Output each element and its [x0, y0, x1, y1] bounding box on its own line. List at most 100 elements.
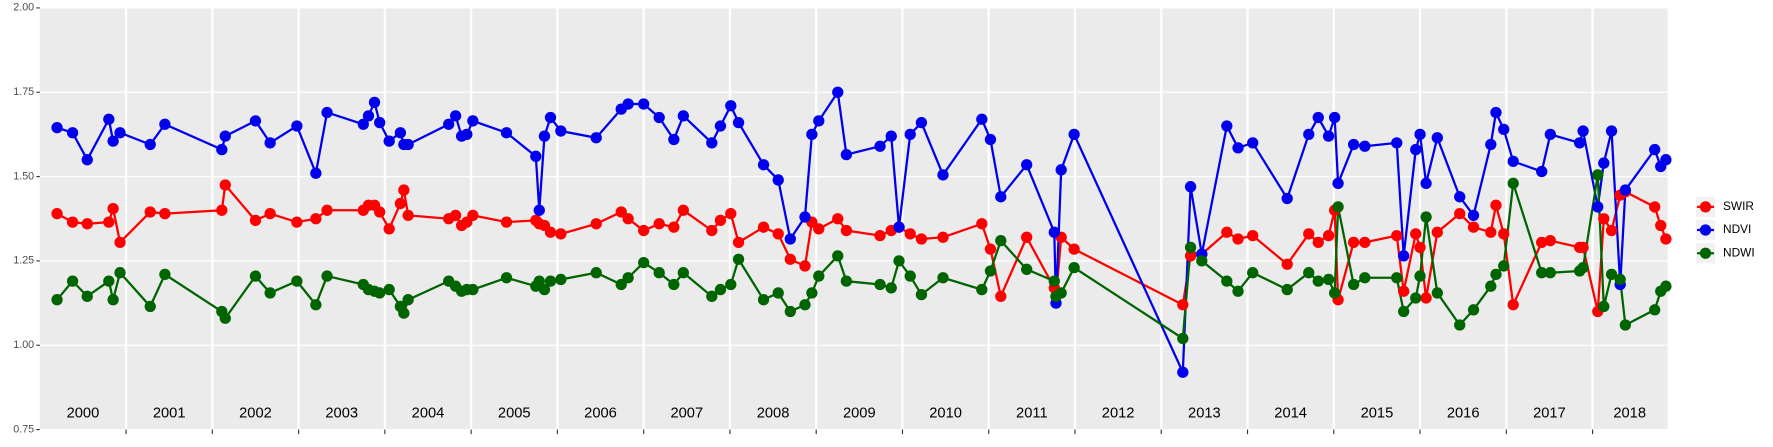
- data-point: [249, 214, 262, 227]
- legend-label: NDVI: [1723, 222, 1751, 236]
- data-point: [383, 283, 395, 296]
- data-point: [1544, 267, 1556, 279]
- data-point: [530, 150, 542, 162]
- data-point: [725, 100, 737, 112]
- data-point: [772, 287, 784, 299]
- data-point: [1177, 299, 1189, 311]
- data-point: [1605, 268, 1618, 281]
- data-point: [706, 290, 718, 302]
- data-point: [590, 267, 602, 279]
- data-point: [840, 148, 853, 161]
- data-point: [1420, 177, 1432, 189]
- data-point: [1410, 292, 1422, 304]
- data-point: [1414, 270, 1426, 282]
- data-point: [394, 127, 407, 139]
- data-point: [1592, 169, 1604, 181]
- data-point: [449, 209, 462, 222]
- data-point: [1303, 128, 1315, 141]
- data-point: [1021, 231, 1033, 243]
- data-point: [622, 98, 634, 110]
- data-point: [832, 86, 844, 98]
- data-point: [1247, 267, 1259, 279]
- data-point: [321, 270, 333, 282]
- data-point: [310, 167, 322, 179]
- data-point: [638, 224, 650, 237]
- data-point: [885, 130, 897, 142]
- data-point: [757, 221, 770, 233]
- data-point: [874, 140, 886, 152]
- data-point: [1420, 211, 1432, 223]
- data-point: [799, 211, 811, 223]
- data-point: [1068, 261, 1080, 274]
- data-point: [976, 113, 988, 125]
- data-point: [885, 282, 897, 294]
- data-point: [1536, 165, 1548, 178]
- data-point: [219, 130, 231, 142]
- data-point: [1312, 236, 1324, 249]
- data-point: [677, 204, 689, 216]
- data-point: [1221, 275, 1233, 287]
- data-point: [1498, 260, 1510, 272]
- data-point: [467, 283, 479, 296]
- data-point: [757, 159, 770, 171]
- data-point: [402, 294, 414, 306]
- data-point: [893, 255, 905, 267]
- data-point: [638, 98, 650, 110]
- data-point: [1507, 155, 1519, 168]
- data-point: [544, 275, 557, 287]
- data-point: [1221, 226, 1233, 238]
- data-point: [1359, 236, 1371, 249]
- data-point: [1177, 366, 1189, 378]
- data-point: [1577, 125, 1589, 137]
- data-point: [1312, 111, 1324, 124]
- data-point: [402, 138, 414, 151]
- data-point: [725, 208, 737, 220]
- data-point: [1660, 233, 1672, 245]
- data-point: [622, 272, 634, 284]
- data-point: [874, 229, 886, 242]
- year-label: 2004: [412, 406, 445, 422]
- data-point: [1485, 280, 1497, 292]
- data-point: [1467, 221, 1480, 233]
- data-point: [784, 253, 796, 265]
- data-point: [544, 226, 557, 238]
- data-point: [159, 268, 171, 281]
- data-point: [904, 128, 916, 141]
- data-point: [1184, 241, 1197, 254]
- year-label: 2007: [670, 406, 703, 422]
- data-point: [1322, 229, 1335, 242]
- data-point: [732, 253, 745, 265]
- data-point: [832, 213, 844, 225]
- year-label: 2011: [1016, 406, 1048, 422]
- data-point: [1431, 287, 1443, 299]
- year-label: 2001: [153, 406, 186, 422]
- data-point: [249, 270, 262, 282]
- data-point: [1359, 140, 1371, 152]
- data-point: [893, 221, 905, 233]
- data-point: [799, 260, 811, 272]
- data-point: [159, 118, 171, 130]
- data-point: [398, 184, 410, 196]
- data-point: [383, 135, 395, 147]
- data-point: [1232, 233, 1244, 245]
- data-point: [310, 213, 322, 225]
- data-point: [1303, 267, 1315, 279]
- data-point: [668, 133, 680, 146]
- data-point: [1347, 138, 1360, 151]
- data-point: [321, 106, 333, 119]
- data-point: [1281, 192, 1293, 205]
- data-point: [1398, 285, 1410, 297]
- data-point: [840, 224, 853, 237]
- data-point: [1184, 181, 1197, 193]
- data-point: [374, 206, 386, 218]
- year-label: 2016: [1447, 406, 1480, 422]
- data-point: [984, 243, 997, 255]
- data-point: [1467, 209, 1480, 222]
- data-point: [813, 115, 825, 127]
- data-point: [813, 223, 825, 235]
- y-tick-label: 1.25: [13, 255, 34, 267]
- data-point: [1232, 142, 1244, 154]
- data-point: [1055, 287, 1067, 299]
- data-point: [394, 197, 407, 210]
- data-point: [81, 154, 93, 166]
